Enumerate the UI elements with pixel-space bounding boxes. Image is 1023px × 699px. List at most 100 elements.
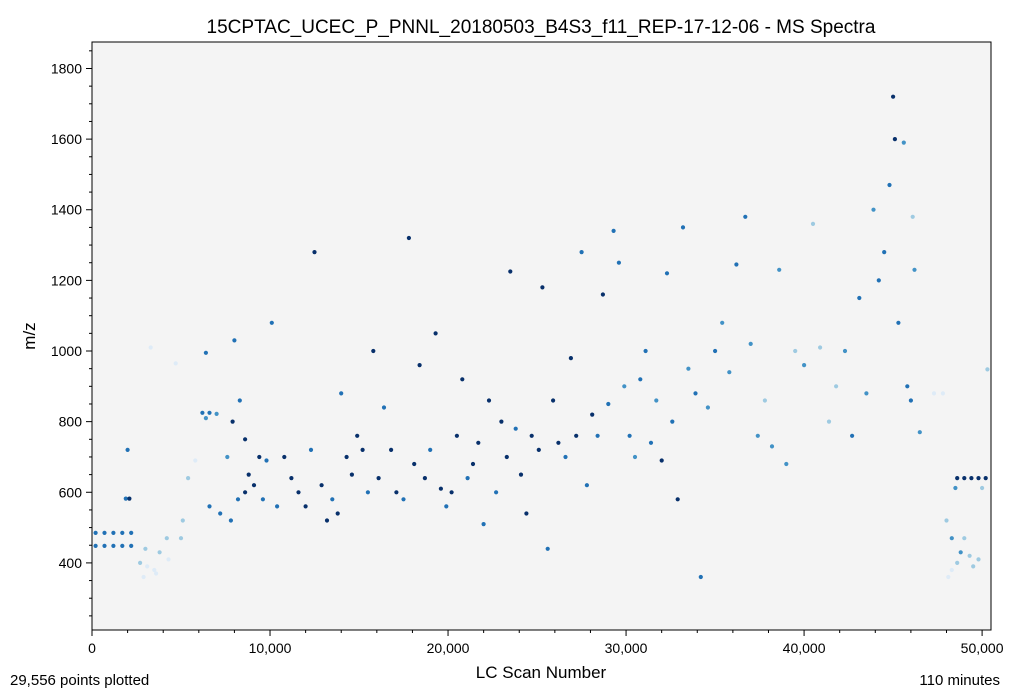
scatter-point <box>125 447 130 452</box>
scatter-point <box>141 574 146 580</box>
scatter-point <box>529 433 534 438</box>
scatter-point <box>818 345 823 350</box>
scatter-point <box>200 410 205 415</box>
scatter-point <box>203 416 208 421</box>
scatter-point <box>622 384 627 389</box>
scatter-point <box>180 518 185 523</box>
scatter-point <box>524 511 529 516</box>
scatter-point <box>230 419 235 424</box>
scatter-point <box>422 476 427 481</box>
scatter-point <box>251 483 257 488</box>
scatter-point <box>983 476 988 481</box>
scatter-point <box>693 391 698 396</box>
scatter-point <box>454 433 459 438</box>
scatter-point <box>157 550 162 555</box>
scatter-point <box>438 486 443 491</box>
scatter-point <box>143 546 148 551</box>
scatter-point <box>308 447 314 452</box>
scatter-point <box>260 497 265 502</box>
scatter-point <box>556 440 561 445</box>
scatter-point <box>504 454 509 460</box>
scatter-point <box>579 250 584 255</box>
scatter-point <box>465 476 470 481</box>
scatter-point <box>412 461 417 467</box>
scatter-point <box>289 476 294 481</box>
scatter-point <box>891 94 896 99</box>
scatter-point <box>664 271 670 276</box>
scatter-point <box>152 567 157 573</box>
scatter-point <box>705 405 711 410</box>
scatter-point <box>955 476 960 481</box>
scatter-point <box>734 262 739 267</box>
scatter-point <box>540 285 545 290</box>
scatter-point <box>312 250 317 255</box>
scatter-point <box>120 543 125 549</box>
scatter-point <box>330 497 335 502</box>
scatter-point <box>102 543 107 549</box>
scatter-point <box>129 530 134 536</box>
scatter-point <box>949 536 954 541</box>
y-tick-label: 1200 <box>51 272 82 288</box>
scatter-point <box>720 320 725 325</box>
scatter-point <box>949 567 954 573</box>
scatter-point <box>616 260 622 265</box>
y-tick-label: 1600 <box>51 131 82 147</box>
scatter-point <box>406 235 411 241</box>
scatter-point <box>269 320 274 325</box>
scatter-point <box>648 440 654 445</box>
scatter-points <box>93 94 990 580</box>
scatter-point <box>654 398 659 403</box>
scatter-point <box>969 476 974 481</box>
scatter-point <box>120 530 125 536</box>
scatter-point <box>228 518 233 523</box>
scatter-point <box>850 433 855 438</box>
scatter-point <box>355 433 360 438</box>
scatter-point <box>727 370 732 375</box>
x-tick-label: 10,000 <box>249 640 292 656</box>
scatter-point <box>481 522 486 527</box>
scatter-point <box>892 137 898 142</box>
scatter-point <box>551 398 556 403</box>
scatter-point <box>777 267 782 272</box>
scatter-point <box>755 433 760 438</box>
scatter-point <box>102 530 107 536</box>
scatter-point <box>632 454 638 460</box>
scatter-point <box>243 437 248 442</box>
scatter-point <box>264 458 269 463</box>
scatter-point <box>93 530 98 536</box>
scatter-point <box>476 440 481 445</box>
scatter-point <box>944 518 949 523</box>
scatter-point <box>955 560 960 566</box>
scatter-point <box>207 504 212 509</box>
scatter-point <box>444 504 449 509</box>
scatter-point <box>470 461 476 467</box>
scatter-point <box>946 574 951 580</box>
scatter-point <box>178 536 184 541</box>
scatter-point <box>365 490 370 495</box>
scatter-point <box>713 348 718 354</box>
y-tick-label: 400 <box>59 555 83 571</box>
scatter-point <box>595 433 600 438</box>
scatter-point <box>344 454 349 460</box>
scatter-point <box>545 546 550 551</box>
scatter-point <box>123 496 128 501</box>
scatter-point <box>417 363 422 368</box>
scatter-point <box>129 543 134 549</box>
scatter-point <box>958 550 963 555</box>
scatter-point <box>600 292 606 297</box>
y-axis: 400 600 800 1000 1200 1400 1600 1800 <box>51 50 92 617</box>
scatter-point <box>166 557 171 562</box>
scatter-point <box>910 214 915 219</box>
scatter-point <box>743 214 748 219</box>
scatter-point <box>145 564 150 569</box>
scatter-point <box>574 433 579 438</box>
scatter-point <box>912 267 917 272</box>
scatter-point <box>971 564 976 569</box>
scatter-point <box>953 485 958 491</box>
scatter-point <box>389 447 394 452</box>
scatter-point <box>908 398 914 403</box>
scatter-point <box>871 207 876 212</box>
scatter-point <box>802 363 807 368</box>
scatter-point <box>784 461 789 467</box>
scatter-point <box>349 472 354 477</box>
